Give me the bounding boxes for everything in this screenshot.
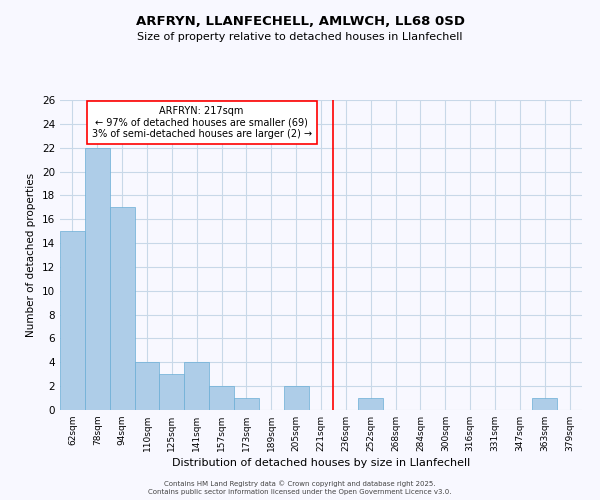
Text: Contains HM Land Registry data © Crown copyright and database right 2025.: Contains HM Land Registry data © Crown c…	[164, 480, 436, 486]
X-axis label: Distribution of detached houses by size in Llanfechell: Distribution of detached houses by size …	[172, 458, 470, 468]
Bar	[160, 374, 184, 410]
Text: ARFRYN: 217sqm
← 97% of detached houses are smaller (69)
3% of semi-detached hou: ARFRYN: 217sqm ← 97% of detached houses …	[92, 106, 312, 139]
Bar	[60, 231, 85, 410]
Text: Size of property relative to detached houses in Llanfechell: Size of property relative to detached ho…	[137, 32, 463, 42]
Y-axis label: Number of detached properties: Number of detached properties	[26, 173, 37, 337]
Bar	[234, 398, 259, 410]
Bar	[184, 362, 209, 410]
Bar	[209, 386, 234, 410]
Bar	[85, 148, 110, 410]
Bar	[532, 398, 557, 410]
Text: ARFRYN, LLANFECHELL, AMLWCH, LL68 0SD: ARFRYN, LLANFECHELL, AMLWCH, LL68 0SD	[136, 15, 464, 28]
Text: Contains public sector information licensed under the Open Government Licence v3: Contains public sector information licen…	[148, 489, 452, 495]
Bar	[134, 362, 160, 410]
Bar	[284, 386, 308, 410]
Bar	[358, 398, 383, 410]
Bar	[110, 208, 134, 410]
